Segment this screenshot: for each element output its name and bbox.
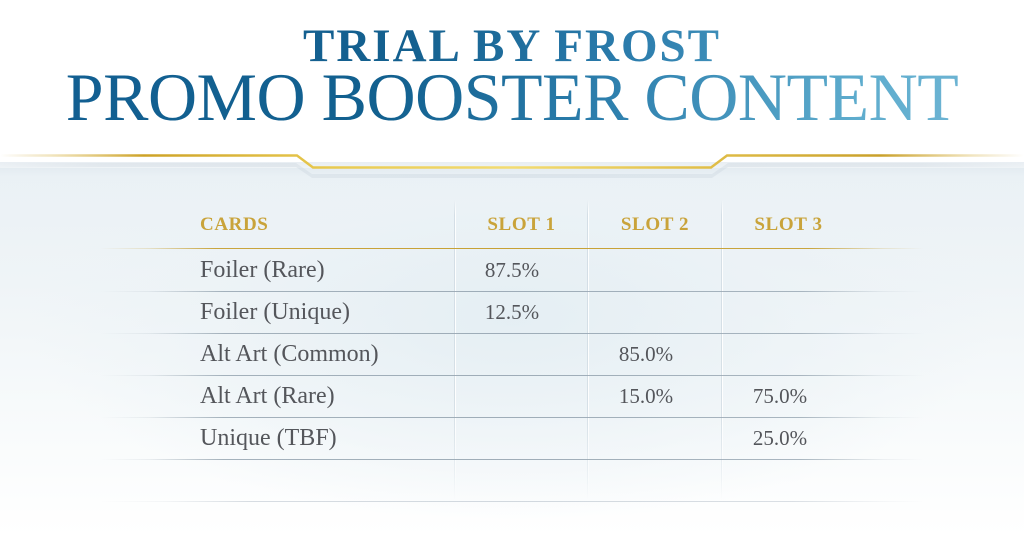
table-row: Foiler (Rare) 87.5%	[0, 249, 1024, 291]
cell-card-name: Alt Art (Rare)	[200, 383, 335, 409]
row-divider	[100, 375, 924, 376]
column-header-slot-3: SLOT 3	[754, 214, 823, 235]
column-divider-3	[721, 200, 723, 500]
table-row: Alt Art (Common) 85.0%	[0, 333, 1024, 375]
gold-divider-svg	[0, 154, 1024, 178]
column-header-slot-2: SLOT 2	[620, 214, 690, 235]
page-background	[0, 168, 1024, 552]
cell-slot-1: 87.5%	[484, 258, 540, 282]
cell-card-name: Foiler (Unique)	[200, 299, 350, 325]
row-divider	[100, 333, 924, 334]
table-row: Foiler (Unique) 12.5%	[0, 291, 1024, 333]
row-divider	[100, 417, 924, 418]
cell-slot-2: 85.0%	[618, 342, 674, 366]
cell-slot-3: 25.0%	[752, 426, 808, 450]
cell-card-name: Unique (TBF)	[200, 425, 337, 451]
booster-content-table: CARDS SLOT 1 SLOT 2 SLOT 3 Foiler (Rare)…	[0, 200, 1024, 520]
row-divider	[100, 291, 924, 292]
row-divider	[100, 459, 924, 460]
page-title: TRIAL BY FROST	[0, 23, 1024, 70]
column-header-slot-1: SLOT 1	[487, 214, 556, 235]
column-divider-2	[587, 200, 589, 500]
table-header-row: CARDS SLOT 1 SLOT 2 SLOT 3	[0, 214, 1024, 248]
page-header: TRIAL BY FROST PROMO BOOSTER CONTENT	[0, 0, 1024, 150]
cell-card-name: Alt Art (Common)	[200, 341, 379, 367]
column-divider-1	[454, 200, 456, 500]
table-row: Unique (TBF) 25.0%	[0, 417, 1024, 459]
header-underline	[100, 248, 924, 249]
cell-slot-1: 12.5%	[484, 300, 540, 324]
gold-divider-ornament	[0, 140, 1024, 180]
row-divider	[100, 501, 924, 502]
column-header-cards: CARDS	[200, 214, 269, 235]
page-subtitle: PROMO BOOSTER CONTENT	[0, 63, 1024, 131]
cell-slot-2: 15.0%	[618, 384, 674, 408]
cell-slot-3: 75.0%	[752, 384, 808, 408]
table-row	[0, 459, 1024, 501]
table-row: Alt Art (Rare) 15.0% 75.0%	[0, 375, 1024, 417]
cell-card-name: Foiler (Rare)	[200, 257, 325, 283]
